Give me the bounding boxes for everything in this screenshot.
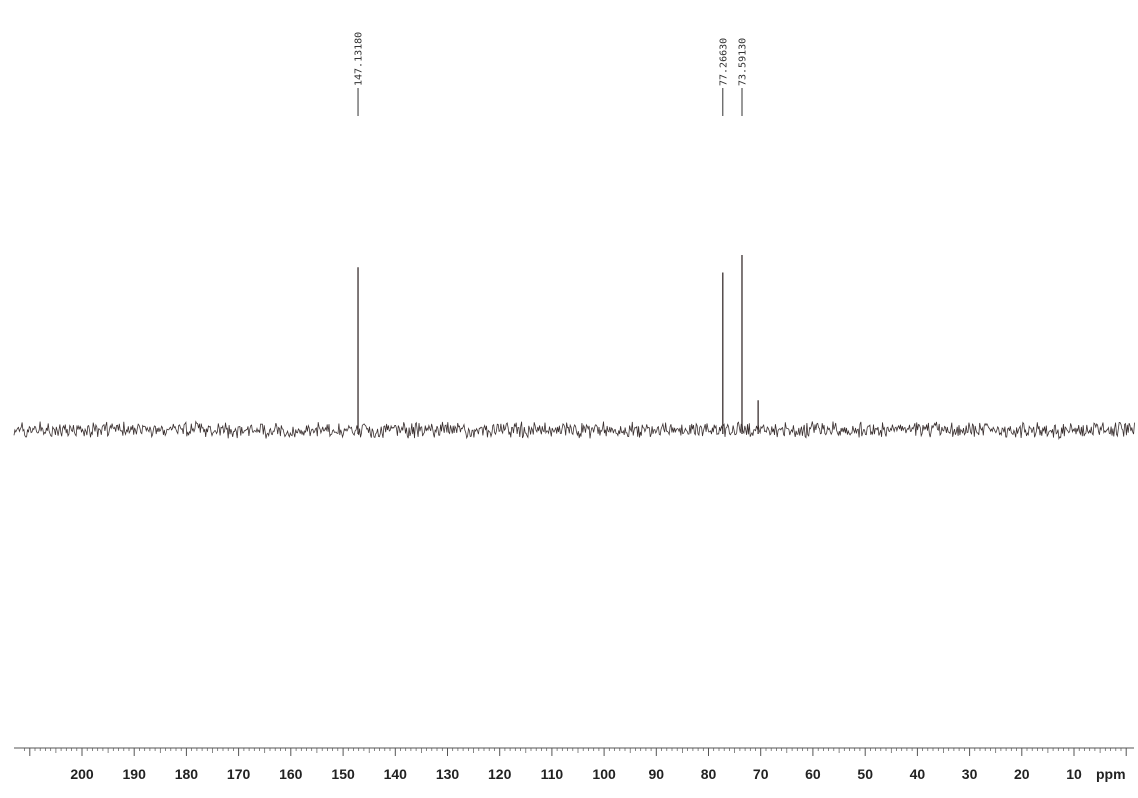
x-axis-tick-label: 110	[541, 766, 564, 782]
x-axis-tick-label: 200	[70, 766, 94, 782]
x-axis-tick-label: 180	[175, 766, 199, 782]
x-axis-major-ticks	[29, 748, 1127, 756]
peak-label: 147.13180	[354, 32, 365, 86]
x-axis: 200 190 180 170 160 150 140 130 120 110 100 90 80 70 6…	[14, 747, 1134, 782]
peak-label-leaders	[357, 88, 743, 116]
peak-label: 77.26630	[718, 38, 729, 86]
x-axis-tick-label: 100	[592, 766, 616, 782]
x-axis-tick-label: 30	[962, 766, 978, 782]
x-axis-tick-label: 20	[1014, 766, 1030, 782]
x-axis-tick-label: 190	[123, 766, 147, 782]
x-axis-tick-labels: 200 190 180 170 160 150 140 130 120 110 100 90 80 70 6…	[70, 766, 1082, 782]
x-axis-tick-label: 150	[331, 766, 355, 782]
x-axis-tick-label: 140	[384, 766, 408, 782]
x-axis-tick-label: 160	[279, 766, 303, 782]
x-axis-minor-ticks	[24, 748, 1122, 753]
x-axis-unit-label: ppm	[1096, 766, 1126, 782]
peak-labels: 147.13180 77.26630 73.59130	[354, 32, 749, 86]
spectrum-noise-baseline	[13, 420, 1135, 440]
x-axis-tick-label: 80	[701, 766, 717, 782]
x-axis-tick-label: 50	[857, 766, 873, 782]
spectrum-peaks	[357, 255, 759, 434]
x-axis-tick-label: 10	[1066, 766, 1082, 782]
x-axis-tick-label: 70	[753, 766, 769, 782]
x-axis-tick-label: 120	[488, 766, 512, 782]
x-axis-tick-label: 40	[910, 766, 926, 782]
x-axis-tick-label: 60	[805, 766, 821, 782]
peak-label: 73.59130	[737, 38, 748, 86]
x-axis-tick-label: 90	[649, 766, 665, 782]
x-axis-tick-label: 130	[436, 766, 460, 782]
x-axis-tick-label: 170	[227, 766, 251, 782]
